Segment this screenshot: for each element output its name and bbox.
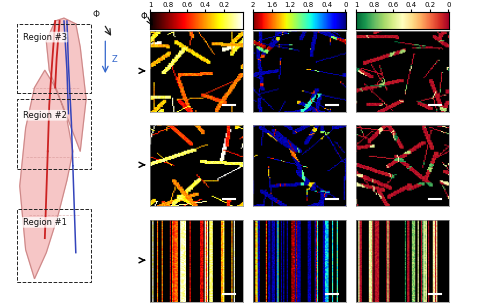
Text: Region #2: Region #2 bbox=[22, 111, 66, 120]
Text: Region #3: Region #3 bbox=[22, 33, 66, 42]
Bar bbox=[17, 99, 90, 169]
Bar bbox=[17, 209, 90, 282]
Polygon shape bbox=[20, 18, 86, 279]
Text: Φ: Φ bbox=[93, 10, 100, 19]
Text: Φ: Φ bbox=[140, 12, 146, 21]
Text: Z: Z bbox=[111, 55, 117, 63]
Text: Region #1: Region #1 bbox=[22, 218, 66, 227]
Bar bbox=[17, 24, 90, 93]
